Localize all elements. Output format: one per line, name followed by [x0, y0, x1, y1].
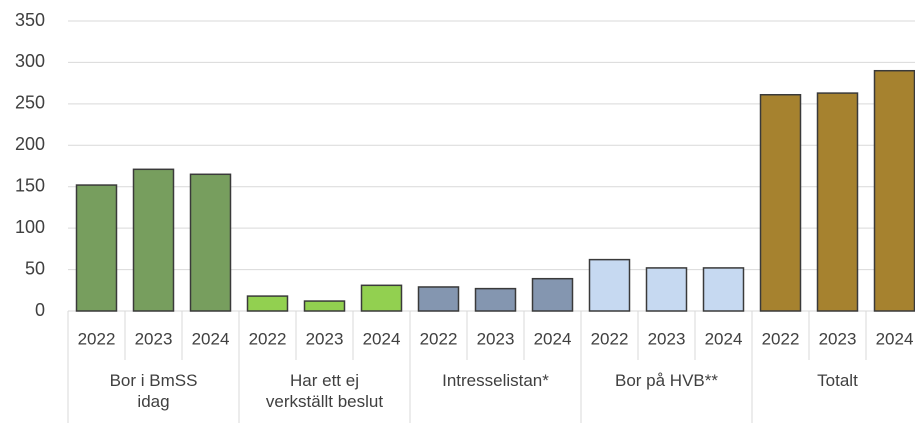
bar: [246, 295, 289, 312]
bar: [531, 277, 574, 312]
group-label: Bor i BmSS idag: [109, 371, 198, 411]
x-tick-label: 2024: [363, 329, 401, 348]
y-tick-label: 0: [35, 300, 45, 320]
bar: [759, 93, 802, 312]
y-tick-label: 200: [15, 134, 45, 154]
bar: [645, 267, 688, 312]
x-tick-label: 2022: [78, 329, 116, 348]
group-label-box: Intresselistan*: [442, 371, 549, 390]
x-tick-label: 2024: [705, 329, 743, 348]
bar: [132, 168, 175, 312]
y-tick-label: 350: [15, 10, 45, 30]
group-label: Totalt: [817, 371, 858, 390]
x-tick-label: 2024: [876, 329, 914, 348]
bar: [873, 69, 915, 312]
y-tick-label: 100: [15, 217, 45, 237]
group-label: Har ett ej verkställt beslut: [265, 371, 384, 411]
x-tick-label: 2022: [420, 329, 458, 348]
group-label-box: Har ett ej verkställt beslut: [265, 371, 384, 411]
group-label-box: Bor i BmSS idag: [109, 371, 198, 411]
y-tick-label: 50: [25, 258, 45, 278]
x-tick-label: 2023: [306, 329, 344, 348]
bar: [816, 92, 859, 312]
group-label-box: Totalt: [817, 371, 858, 390]
x-tick-label: 2022: [762, 329, 800, 348]
x-tick-label: 2024: [534, 329, 572, 348]
bar: [417, 286, 460, 312]
x-tick-label: 2023: [819, 329, 857, 348]
y-tick-label: 250: [15, 93, 45, 113]
x-tick-label: 2022: [591, 329, 629, 348]
group-label-box: Bor på HVB**: [615, 371, 718, 390]
x-tick-label: 2023: [477, 329, 515, 348]
bar: [588, 258, 631, 312]
x-tick-label: 2023: [648, 329, 686, 348]
bar: [75, 184, 118, 312]
x-tick-label: 2024: [192, 329, 230, 348]
bar: [474, 287, 517, 312]
x-tick-label: 2023: [135, 329, 173, 348]
x-tick-label: 2022: [249, 329, 287, 348]
bar: [702, 267, 745, 312]
bar: [360, 284, 403, 312]
bar: [189, 173, 232, 312]
bar: [303, 300, 346, 312]
y-tick-label: 150: [15, 175, 45, 195]
y-tick-label: 300: [15, 51, 45, 71]
group-label: Bor på HVB**: [615, 371, 718, 390]
group-label: Intresselistan*: [442, 371, 549, 390]
